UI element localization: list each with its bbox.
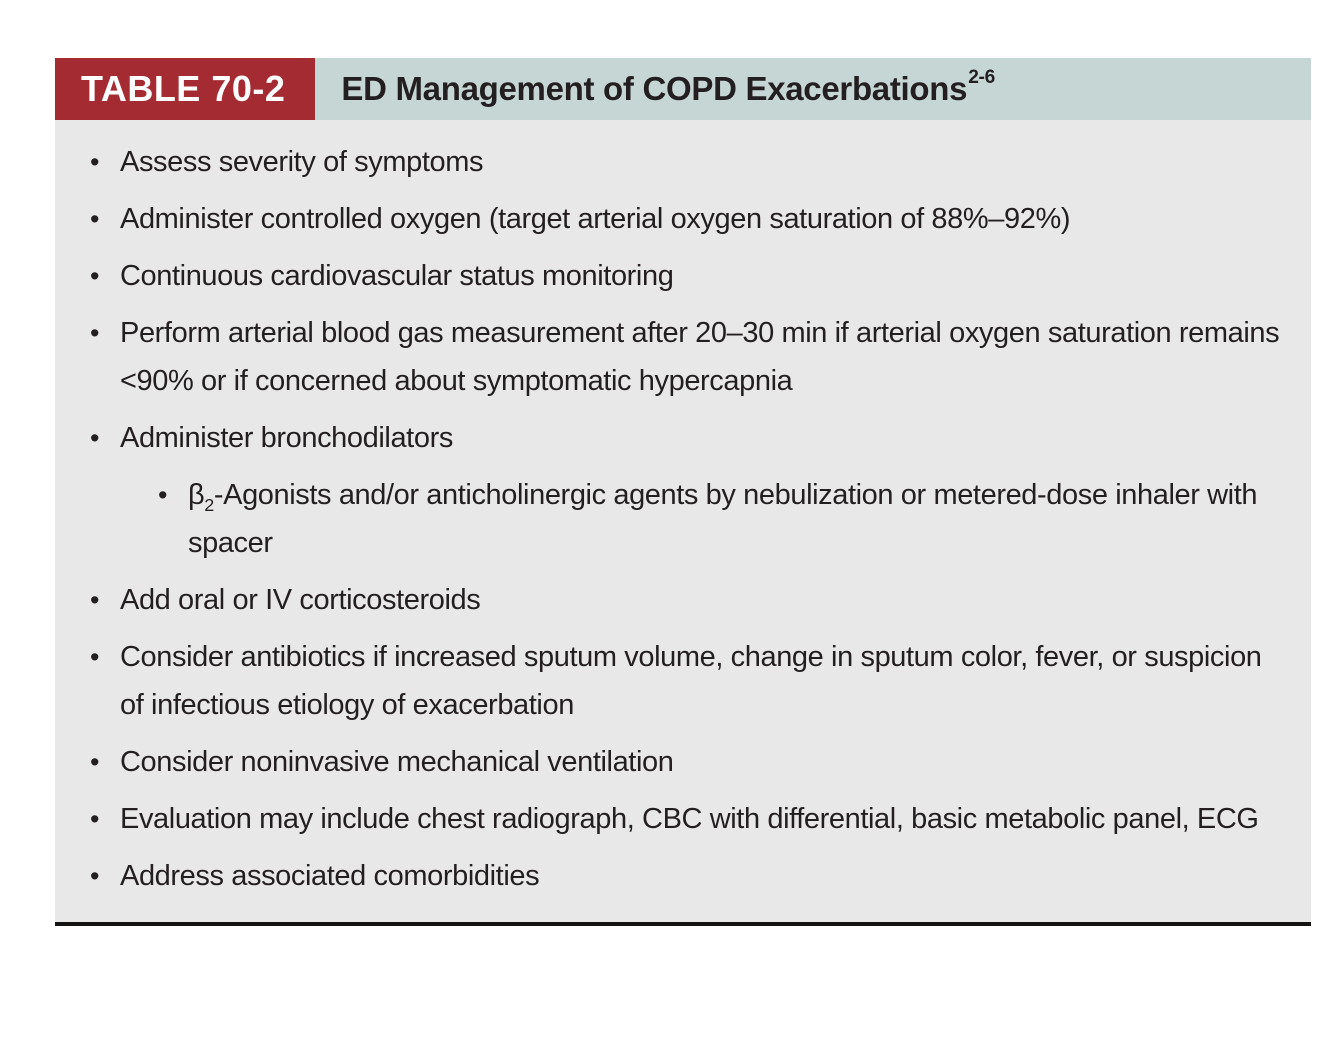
beta-subscript: 2 <box>204 494 214 515</box>
list-item-text: Consider noninvasive mechanical ventilat… <box>120 746 674 778</box>
list-item: • Administer bronchodilators <box>90 414 1285 462</box>
bullet-icon: • <box>90 747 100 777</box>
beta-symbol: β <box>188 479 205 511</box>
table-title: ED Management of COPD Exacerbations 2-6 <box>341 67 995 107</box>
bullet-icon: • <box>90 585 100 615</box>
list-item-text: Perform arterial blood gas measurement a… <box>120 317 1280 397</box>
list-item-text: Administer controlled oxygen (target art… <box>120 203 1071 235</box>
table-label: TABLE 70-2 <box>55 58 316 120</box>
list-item-text: Continuous cardiovascular status monitor… <box>120 260 674 292</box>
list-item-text: Add oral or IV corticosteroids <box>120 584 481 616</box>
bullet-icon: • <box>90 804 100 834</box>
nested-list-item: • β2-Agonists and/or anticholinergic age… <box>158 471 1285 567</box>
list-item: • Perform arterial blood gas measurement… <box>90 309 1285 405</box>
list-item-text: Evaluation may include chest radiograph,… <box>120 803 1259 835</box>
list-item-text: Assess severity of symptoms <box>120 146 484 178</box>
bullet-icon: • <box>90 423 100 453</box>
bullet-icon: • <box>90 642 100 672</box>
table-body: • Assess severity of symptoms • Administ… <box>55 120 1311 922</box>
bullet-icon: • <box>90 147 100 177</box>
table-70-2: TABLE 70-2 ED Management of COPD Exacerb… <box>55 58 1311 926</box>
table-title-text: ED Management of COPD Exacerbations <box>341 70 968 107</box>
list-item: • Address associated comorbidities <box>90 852 1285 900</box>
list-item: • Consider antibiotics if increased sput… <box>90 633 1285 729</box>
list-item: • Consider noninvasive mechanical ventil… <box>90 738 1285 786</box>
table-header: TABLE 70-2 ED Management of COPD Exacerb… <box>55 58 1311 120</box>
list-item: • Administer controlled oxygen (target a… <box>90 195 1285 243</box>
list-item: • Evaluation may include chest radiograp… <box>90 795 1285 843</box>
bullet-icon: • <box>158 480 168 510</box>
list-item-text: Address associated comorbidities <box>120 860 540 892</box>
list-item-text: Administer bronchodilators <box>120 422 453 454</box>
nested-item-body: -Agonists and/or anticholinergic agents … <box>188 479 1258 559</box>
list-item: • Add oral or IV corticosteroids <box>90 576 1285 624</box>
list-item: • Continuous cardiovascular status monit… <box>90 252 1285 300</box>
list-item: • Assess severity of symptoms <box>90 138 1285 186</box>
bullet-icon: • <box>90 318 100 348</box>
bullet-icon: • <box>90 861 100 891</box>
bullet-icon: • <box>90 204 100 234</box>
list-item-text: Consider antibiotics if increased sputum… <box>120 641 1262 721</box>
nested-list-item-text: β2-Agonists and/or anticholinergic agent… <box>188 471 1285 567</box>
bullet-icon: • <box>90 261 100 291</box>
